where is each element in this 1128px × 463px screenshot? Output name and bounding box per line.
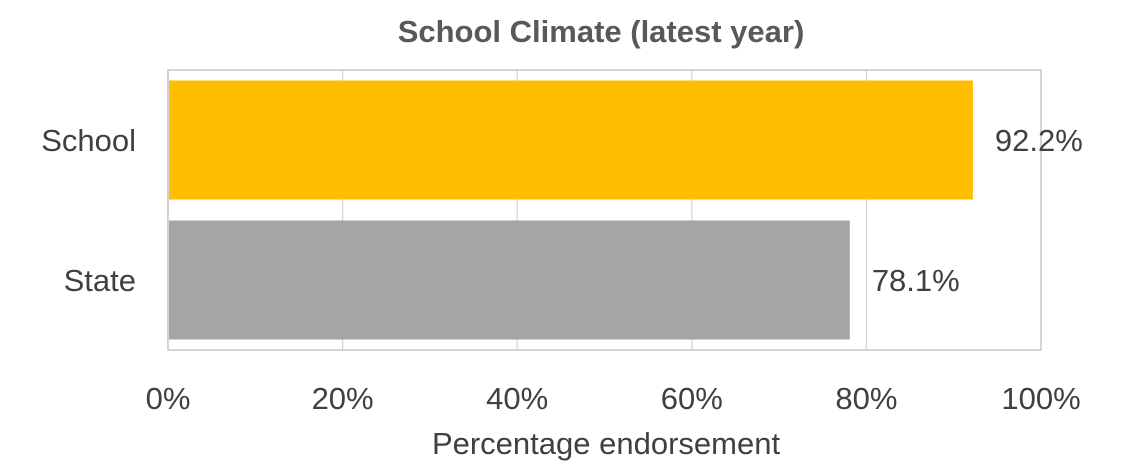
bar-school <box>169 80 973 200</box>
category-labels: School State <box>41 123 136 298</box>
category-label-state: State <box>64 263 136 298</box>
x-tick-label: 80% <box>835 381 897 416</box>
x-tick-label: 100% <box>1001 381 1080 416</box>
x-tick-label: 20% <box>312 381 374 416</box>
x-axis-label: Percentage endorsement <box>432 426 781 461</box>
bar-state <box>169 220 850 340</box>
bars: 92.2% 78.1% <box>169 80 1083 340</box>
x-tick-label: 60% <box>661 381 723 416</box>
x-tick-label: 40% <box>486 381 548 416</box>
data-label-school: 92.2% <box>995 123 1083 158</box>
data-label-state: 78.1% <box>872 263 960 298</box>
x-tick-label: 0% <box>146 381 191 416</box>
category-label-school: School <box>41 123 136 158</box>
x-axis-ticks: 0% 20% 40% 60% 80% 100% <box>146 381 1081 416</box>
plot-area <box>167 69 1042 351</box>
chart-title: School Climate (latest year) <box>398 14 805 49</box>
